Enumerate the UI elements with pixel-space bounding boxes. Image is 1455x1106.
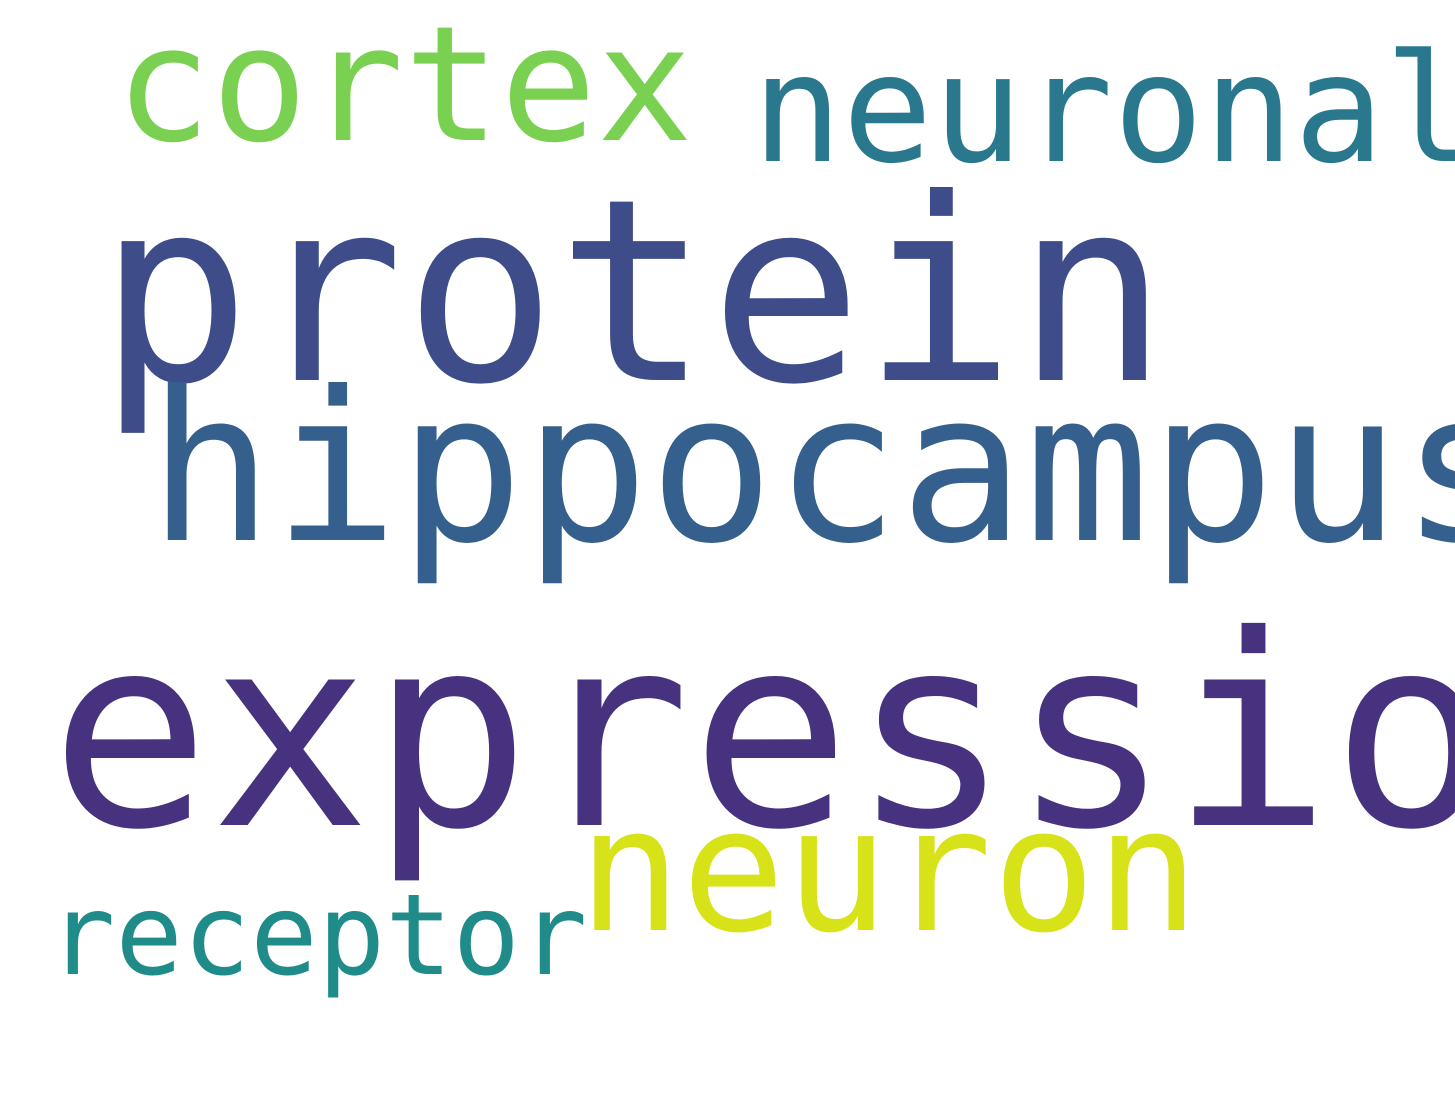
word-cortex: cortex [115,0,693,178]
word-hippocampus: hippocampus [148,348,1455,590]
word-protein: protein [98,144,1169,440]
word-receptor: receptor [48,871,588,1001]
word-neuronal: neuronal [752,23,1455,197]
word-neuron: neuron [578,770,1200,971]
